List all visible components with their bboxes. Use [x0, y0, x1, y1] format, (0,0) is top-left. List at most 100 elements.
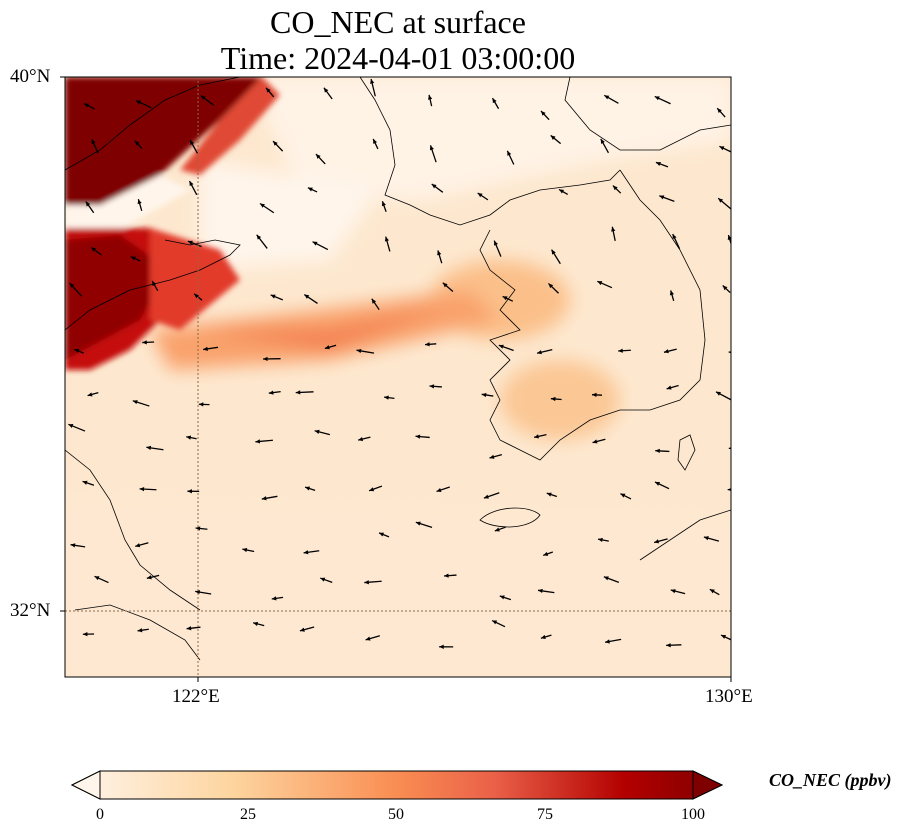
wind-arrow-head: [728, 447, 731, 450]
wind-arrow-head: [303, 550, 309, 555]
wind-arrow-head: [550, 135, 556, 140]
wind-arrow-head: [540, 634, 546, 639]
wind-arrow-head: [666, 643, 671, 648]
wind-arrow-head: [87, 392, 93, 397]
wind-arrow-head: [320, 577, 326, 582]
wind-arrow-head: [146, 445, 152, 450]
wind-arrow-head: [187, 240, 193, 245]
wind-arrow-head: [323, 87, 329, 93]
wind-arrow-head: [492, 620, 498, 625]
wind-arrow-head: [717, 108, 722, 114]
wind-arrow-head: [666, 385, 672, 390]
colorbar: [70, 770, 724, 800]
wind-arrow-head: [187, 489, 192, 494]
wind-arrow-head: [611, 226, 616, 232]
wind-arrow-head: [559, 189, 565, 194]
wind-arrow-head: [146, 575, 152, 580]
wind-arrow-head: [312, 241, 318, 246]
lon-tick-130e: 130°E: [705, 686, 753, 707]
wind-arrow-head: [186, 626, 192, 631]
wind-arrow-head: [314, 429, 320, 434]
wind-arrow-head: [198, 402, 204, 407]
wind-arrow-head: [663, 349, 669, 354]
wind-arrow-head: [612, 185, 618, 191]
wind-arrow-head: [719, 146, 725, 151]
colorbar-tick: 100: [681, 806, 705, 823]
wind-arrow-head: [268, 390, 274, 395]
wind-arrow-head: [429, 145, 434, 151]
wind-arrow-head: [728, 351, 731, 354]
wind-arrow-head: [369, 487, 375, 492]
wind-arrow-head: [94, 576, 100, 581]
wind-arrow-head: [307, 187, 313, 192]
wind-arrow-head: [91, 139, 96, 145]
wind-arrow-head: [261, 496, 267, 501]
wind-arrow-head: [324, 345, 330, 350]
wind-arrow-head: [255, 439, 261, 444]
wind-arrow-head: [499, 595, 505, 600]
lon-tick-122e: 122°E: [172, 686, 220, 707]
wind-arrow-head: [152, 280, 157, 286]
wind-arrow-head: [537, 588, 543, 594]
wind-arrow-head: [203, 346, 208, 351]
title-line-2: Time: 2024-04-01 03:00:00: [220, 40, 576, 76]
wind-arrow-head: [502, 296, 508, 301]
wind-arrow-head: [603, 576, 609, 581]
wind-arrow-head: [492, 98, 497, 104]
wind-arrow-head: [494, 527, 500, 532]
wind-arrow-head: [259, 203, 265, 208]
wind-arrow-head: [494, 240, 498, 246]
wind-arrow-head: [703, 536, 709, 541]
colorbar-label: CO_NEC (ppbv): [769, 770, 892, 790]
wind-arrow-head: [134, 140, 140, 146]
wind-arrow-head: [727, 487, 731, 492]
wind-arrow-head: [137, 199, 142, 205]
wind-arrow-head: [428, 94, 433, 100]
map-frame: [64, 76, 732, 678]
wind-arrow-head: [722, 285, 728, 291]
wind-arrow-head: [620, 493, 626, 498]
wind-arrow-head: [137, 628, 143, 633]
wind-arrow-head: [598, 537, 603, 543]
wind-arrow-head: [439, 644, 444, 649]
wind-arrow-head: [189, 181, 194, 187]
colorbar-tick: 50: [388, 806, 404, 823]
wind-arrow-head: [130, 256, 136, 261]
wind-arrow-head: [91, 247, 97, 252]
wind-arrow-head: [477, 193, 483, 198]
wind-arrow-head: [371, 298, 377, 304]
wind-arrow-head: [618, 348, 623, 353]
wind-arrow-head: [195, 526, 201, 531]
wind-arrow-head: [82, 632, 88, 637]
wind-arrow-head: [139, 486, 145, 492]
wind-arrow-head: [672, 234, 677, 240]
wind-arrow-head: [543, 551, 549, 556]
wind-arrow-head: [384, 236, 389, 242]
wind-arrow-head: [597, 281, 603, 286]
wind-arrow-head: [429, 384, 435, 389]
wind-arrow-head: [135, 100, 141, 105]
wind-arrow-head: [483, 494, 489, 499]
wind-arrow-head: [68, 424, 74, 429]
wind-arrow-head: [142, 340, 147, 345]
wind-arrow-head: [186, 435, 192, 440]
wind-arrow-head: [709, 589, 715, 594]
wind-arrow-head: [591, 392, 597, 398]
wind-arrow-head: [69, 282, 75, 288]
wind-arrow-head: [442, 282, 448, 288]
wind-arrow-head: [437, 250, 442, 256]
wind-arrow-head: [415, 434, 421, 439]
colorbar-tick: 25: [240, 806, 256, 823]
wind-arrow-head: [82, 480, 88, 485]
concentration-field: [65, 77, 731, 677]
wind-arrow-head: [718, 198, 724, 203]
wind-arrow-head: [256, 234, 262, 240]
wind-arrow-head: [271, 596, 277, 601]
wind-arrow-head: [669, 290, 675, 296]
wind-arrow-head: [266, 87, 271, 93]
wind-arrow-head: [242, 547, 248, 553]
wind-arrow-head: [299, 627, 305, 632]
title-line-1: CO_NEC at surface: [270, 4, 526, 40]
wind-arrow-head: [654, 96, 660, 101]
wind-arrow-head: [70, 543, 76, 548]
